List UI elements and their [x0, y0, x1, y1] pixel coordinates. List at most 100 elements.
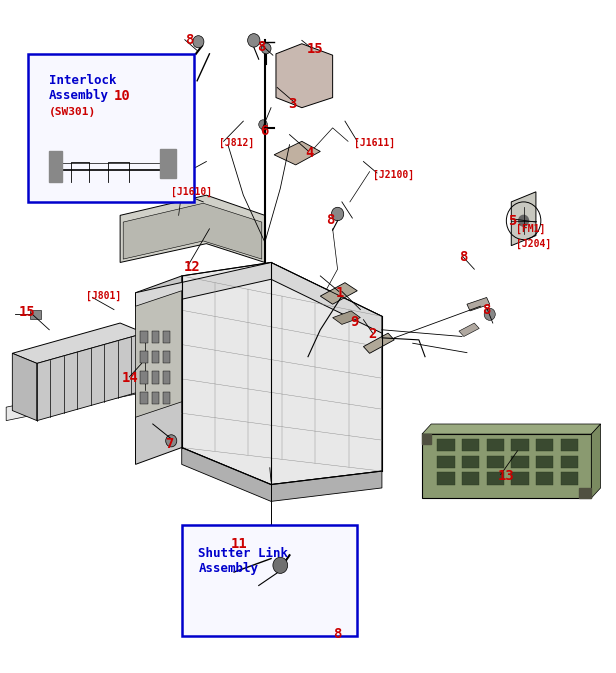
Polygon shape: [511, 192, 536, 246]
Bar: [152, 351, 159, 363]
Polygon shape: [363, 333, 394, 353]
Text: 5: 5: [508, 214, 517, 227]
Bar: [140, 331, 148, 343]
Bar: [536, 439, 553, 451]
Circle shape: [273, 557, 288, 573]
Bar: [487, 472, 504, 485]
Polygon shape: [136, 262, 382, 333]
Polygon shape: [136, 276, 182, 464]
Text: 1: 1: [336, 287, 344, 300]
Bar: [140, 351, 148, 363]
Bar: [437, 456, 455, 468]
Text: Assembly: Assembly: [49, 89, 109, 102]
Text: 9: 9: [350, 315, 359, 328]
Text: [FM1]: [FM1]: [516, 223, 546, 234]
Polygon shape: [12, 353, 37, 421]
Bar: [182, 525, 357, 636]
Bar: [163, 331, 170, 343]
Text: 8: 8: [326, 213, 335, 227]
Polygon shape: [422, 424, 601, 434]
Text: 8: 8: [185, 34, 193, 47]
Bar: [487, 456, 504, 468]
Text: 12: 12: [184, 260, 200, 274]
Bar: [437, 472, 455, 485]
Polygon shape: [591, 424, 601, 498]
Circle shape: [484, 308, 495, 320]
Bar: [487, 439, 504, 451]
Bar: [511, 456, 529, 468]
Polygon shape: [579, 488, 591, 498]
Text: 8: 8: [459, 250, 468, 264]
Bar: [163, 392, 170, 404]
Circle shape: [327, 618, 342, 634]
Bar: [462, 472, 479, 485]
Polygon shape: [37, 333, 145, 421]
Bar: [536, 472, 553, 485]
Polygon shape: [333, 311, 360, 324]
Bar: [511, 439, 529, 451]
Polygon shape: [136, 291, 182, 417]
Polygon shape: [320, 283, 357, 304]
Circle shape: [519, 215, 529, 226]
Polygon shape: [49, 151, 62, 182]
Text: 7: 7: [165, 437, 174, 451]
Bar: [28, 54, 194, 202]
Text: 8: 8: [482, 303, 491, 316]
Text: 11: 11: [231, 537, 248, 551]
Bar: [561, 456, 578, 468]
Text: Assembly: Assembly: [198, 562, 258, 575]
Bar: [511, 472, 529, 485]
Text: [J2100]: [J2100]: [373, 170, 414, 180]
Bar: [152, 331, 159, 343]
Polygon shape: [12, 323, 145, 363]
Polygon shape: [422, 434, 431, 444]
Text: 2: 2: [368, 328, 377, 341]
Text: 13: 13: [498, 470, 514, 483]
Bar: [163, 351, 170, 363]
Text: (SW301): (SW301): [49, 108, 97, 117]
Text: [J1611]: [J1611]: [354, 137, 395, 148]
Bar: [561, 439, 578, 451]
Text: 8: 8: [257, 40, 266, 54]
Bar: [462, 439, 479, 451]
Polygon shape: [276, 44, 333, 108]
Circle shape: [193, 36, 204, 48]
Circle shape: [259, 120, 267, 129]
Polygon shape: [120, 195, 265, 262]
Text: 14: 14: [122, 371, 139, 385]
Bar: [536, 456, 553, 468]
Polygon shape: [123, 203, 262, 259]
Polygon shape: [160, 149, 176, 178]
Bar: [140, 371, 148, 384]
Polygon shape: [182, 262, 382, 485]
Polygon shape: [182, 448, 382, 501]
Bar: [437, 439, 455, 451]
Text: [J1610]: [J1610]: [171, 186, 213, 197]
Bar: [30, 310, 41, 319]
Text: [J812]: [J812]: [219, 137, 254, 148]
Text: 15: 15: [307, 42, 323, 56]
Text: 10: 10: [114, 90, 131, 103]
Bar: [163, 371, 170, 384]
Polygon shape: [6, 377, 154, 421]
Text: [J801]: [J801]: [86, 291, 121, 302]
Circle shape: [261, 43, 271, 54]
Bar: [561, 472, 578, 485]
Polygon shape: [274, 141, 320, 165]
Text: Interlock: Interlock: [49, 74, 117, 87]
Text: 4: 4: [305, 146, 314, 160]
Text: 8: 8: [333, 627, 341, 641]
Polygon shape: [422, 434, 591, 498]
Text: Shutter Link: Shutter Link: [198, 546, 288, 560]
Bar: [152, 371, 159, 384]
Text: 6: 6: [260, 125, 269, 138]
Text: 3: 3: [288, 98, 297, 111]
Circle shape: [248, 34, 260, 47]
Polygon shape: [467, 297, 490, 311]
Bar: [140, 392, 148, 404]
Circle shape: [331, 207, 344, 221]
Bar: [462, 456, 479, 468]
Text: [J204]: [J204]: [516, 238, 551, 249]
Bar: [152, 392, 159, 404]
Polygon shape: [459, 323, 479, 336]
